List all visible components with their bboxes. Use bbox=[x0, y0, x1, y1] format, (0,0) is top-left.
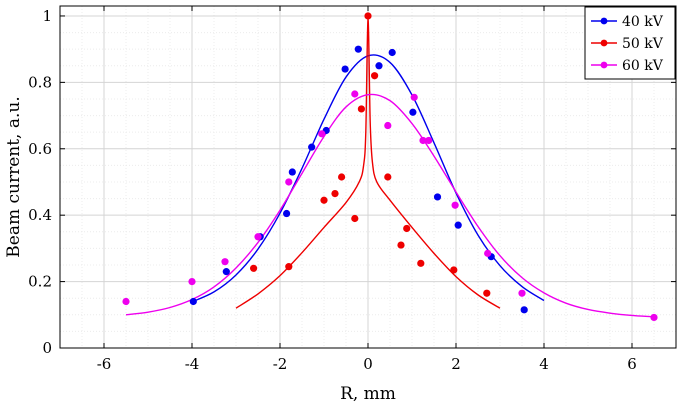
data-point-50-kv bbox=[320, 196, 328, 204]
data-point-60-kv bbox=[425, 136, 433, 145]
data-point-40-kv bbox=[222, 268, 230, 276]
fit-curve-40-kv bbox=[191, 54, 545, 303]
data-point-60-kv bbox=[221, 258, 229, 266]
data-point-60-kv bbox=[318, 130, 326, 138]
data-point-60-kv bbox=[451, 201, 459, 209]
x-tick-label: 4 bbox=[539, 355, 549, 373]
data-point-60-kv bbox=[188, 277, 196, 286]
data-point-40-kv bbox=[283, 209, 291, 218]
data-point-40-kv bbox=[288, 168, 296, 176]
data-point-40-kv bbox=[520, 306, 528, 314]
data-point-50-kv bbox=[285, 263, 293, 271]
legend-marker-60-kv bbox=[600, 61, 608, 69]
data-point-50-kv bbox=[338, 173, 346, 181]
data-point-50-kv bbox=[403, 224, 411, 233]
ticks-layer: -6 -4 -2 0 2 4 6 0 0.2 0.4 0.6 0.8 1 bbox=[28, 6, 676, 373]
x-tick-label: 0 bbox=[363, 355, 373, 373]
legend-marker-40-kv bbox=[600, 17, 608, 25]
data-point-50-kv bbox=[351, 214, 359, 223]
grid-layer bbox=[59, 6, 677, 349]
data-point-40-kv bbox=[409, 108, 417, 116]
data-point-60-kv bbox=[419, 136, 427, 145]
data-point-60-kv bbox=[484, 249, 492, 257]
legend-label-50-kv: 50 kV bbox=[622, 36, 664, 52]
x-tick-label: -4 bbox=[185, 355, 200, 373]
data-point-50-kv bbox=[331, 190, 339, 198]
y-tick-label: 0.6 bbox=[28, 140, 52, 158]
data-point-60-kv bbox=[122, 297, 130, 306]
data-point-40-kv bbox=[454, 221, 462, 229]
y-tick-label: 0 bbox=[42, 339, 52, 357]
data-point-50-kv bbox=[450, 266, 458, 274]
data-point-60-kv bbox=[254, 233, 262, 241]
data-point-40-kv bbox=[388, 48, 396, 57]
data-point-40-kv bbox=[189, 297, 197, 306]
data-point-60-kv bbox=[650, 313, 658, 322]
y-tick-label: 0.4 bbox=[28, 206, 52, 224]
data-point-50-kv bbox=[397, 241, 405, 249]
data-point-60-kv bbox=[351, 90, 359, 98]
data-point-60-kv bbox=[384, 121, 392, 130]
x-axis-label: R, mm bbox=[340, 384, 396, 404]
data-point-40-kv bbox=[341, 65, 349, 73]
data-point-50-kv bbox=[384, 173, 392, 181]
data-points-layer bbox=[122, 12, 658, 322]
data-point-40-kv bbox=[375, 62, 383, 70]
data-point-50-kv bbox=[250, 264, 258, 272]
data-point-60-kv bbox=[518, 289, 526, 297]
x-tick-label: 2 bbox=[451, 355, 461, 373]
x-tick-label: -6 bbox=[97, 355, 112, 373]
y-tick-label: 0.8 bbox=[28, 73, 52, 91]
data-point-50-kv bbox=[357, 105, 365, 113]
data-point-40-kv bbox=[308, 143, 316, 151]
legend-marker-50-kv bbox=[600, 39, 608, 47]
y-tick-label: 1 bbox=[42, 7, 52, 25]
legend-label-40-kv: 40 kV bbox=[622, 14, 664, 30]
y-tick-label: 0.2 bbox=[28, 273, 52, 291]
data-point-50-kv bbox=[364, 12, 372, 20]
data-point-50-kv bbox=[371, 72, 379, 80]
data-point-60-kv bbox=[285, 178, 293, 186]
data-point-50-kv bbox=[417, 259, 425, 267]
x-tick-label: -2 bbox=[273, 355, 288, 373]
legend-label-60-kv: 60 kV bbox=[622, 58, 664, 74]
data-point-60-kv bbox=[410, 93, 418, 101]
data-point-40-kv bbox=[433, 193, 442, 201]
y-axis-label: Beam current, a.u. bbox=[4, 96, 24, 257]
x-tick-label: 6 bbox=[627, 355, 637, 373]
fit-curve-60-kv bbox=[125, 93, 655, 318]
data-point-50-kv bbox=[483, 289, 491, 297]
data-point-40-kv bbox=[354, 45, 362, 53]
legend: 40 kV 50 kV 60 kV bbox=[584, 6, 676, 80]
